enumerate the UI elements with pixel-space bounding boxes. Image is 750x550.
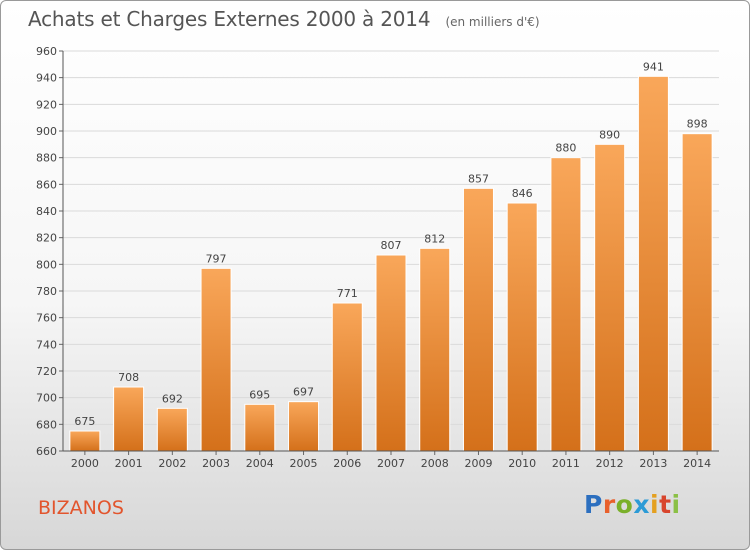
x-tick-label: 2007 (377, 457, 405, 470)
x-tick-label: 2011 (552, 457, 580, 470)
y-tick-label: 800 (36, 258, 57, 271)
bar (681, 133, 713, 452)
x-tick-label: 2006 (333, 457, 361, 470)
bar-value-label: 771 (337, 287, 358, 300)
y-tick-label: 860 (36, 178, 57, 191)
y-tick-label: 940 (36, 72, 57, 85)
bar (288, 401, 320, 452)
x-tick-label: 2013 (639, 457, 667, 470)
bar (419, 247, 451, 452)
x-tick-label: 2002 (158, 457, 186, 470)
bar-value-label: 880 (555, 142, 576, 155)
bar-value-label: 941 (643, 60, 664, 73)
proxiti-logo[interactable]: Proxiti (584, 490, 681, 519)
bar (331, 302, 363, 452)
y-tick-label: 660 (36, 445, 57, 458)
bar-value-label: 708 (118, 371, 139, 384)
bar (69, 430, 101, 452)
y-tick-label: 900 (36, 125, 57, 138)
bar (462, 187, 494, 452)
town-name: BIZANOS (38, 497, 124, 519)
bar (375, 254, 407, 452)
bar-value-label: 898 (687, 118, 708, 131)
x-tick-label: 2004 (246, 457, 274, 470)
x-tick-label: 2001 (115, 457, 143, 470)
x-tick-label: 2008 (421, 457, 449, 470)
logo-letter: i (671, 490, 681, 519)
bar-value-label: 797 (206, 252, 227, 265)
bar-value-label: 846 (512, 187, 533, 200)
x-tick-labels: 2000 2001 2002 2003 2004 2005 2006 2007 2008 2009… (71, 451, 711, 470)
bar-value-label: 692 (162, 392, 183, 405)
logo-letter: x (633, 490, 650, 519)
bars: 675 708 692 797 695 697 771 807 812 857 846 880 890 9… (69, 60, 713, 452)
x-tick-label: 2012 (596, 457, 624, 470)
bar-value-label: 675 (74, 415, 95, 428)
bar-value-label: 812 (424, 232, 445, 245)
logo-letter: r (602, 490, 616, 519)
y-tick-label: 880 (36, 152, 57, 165)
bar (156, 407, 188, 452)
logo-letter: o (615, 490, 634, 519)
logo-letter: i (650, 490, 660, 519)
y-tick-label: 680 (36, 418, 57, 431)
bar-value-label: 857 (468, 172, 489, 185)
chart-title: Achats et Charges Externes 2000 à 2014 (28, 7, 431, 31)
bar-value-label: 807 (381, 239, 402, 252)
x-tick-label: 2010 (508, 457, 536, 470)
y-tick-labels: 660 680 700 720 740 760 780 800 820 840 860 880 900 9… (36, 45, 63, 458)
logo-letter: P (584, 490, 603, 519)
bar (637, 75, 669, 452)
y-tick-label: 780 (36, 285, 57, 298)
logo-letter: t (659, 490, 672, 519)
bar (594, 143, 626, 452)
y-tick-label: 720 (36, 365, 57, 378)
y-tick-label: 740 (36, 338, 57, 351)
bar-value-label: 890 (599, 128, 620, 141)
y-tick-label: 820 (36, 232, 57, 245)
x-tick-label: 2005 (290, 457, 318, 470)
y-tick-label: 840 (36, 205, 57, 218)
bar-value-label: 695 (249, 388, 270, 401)
y-tick-label: 700 (36, 392, 57, 405)
x-tick-label: 2000 (71, 457, 99, 470)
bar (550, 157, 582, 452)
bar (113, 386, 145, 452)
y-tick-label: 760 (36, 312, 57, 325)
y-tick-label: 920 (36, 98, 57, 111)
x-tick-label: 2009 (464, 457, 492, 470)
y-tick-label: 960 (36, 45, 57, 58)
bar-value-label: 697 (293, 386, 314, 399)
bar (506, 202, 538, 452)
x-tick-label: 2003 (202, 457, 230, 470)
bar (244, 403, 276, 452)
title-row: Achats et Charges Externes 2000 à 2014 (… (28, 7, 540, 31)
bar (200, 267, 232, 452)
chart-subtitle: (en milliers d'€) (445, 15, 540, 29)
x-tick-label: 2014 (683, 457, 711, 470)
